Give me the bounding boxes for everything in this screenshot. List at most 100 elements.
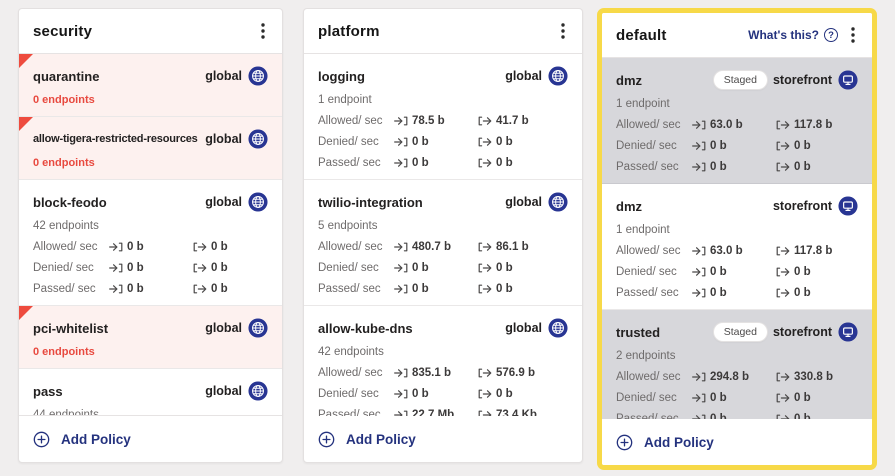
policy-name: pci-whitelist	[33, 320, 109, 336]
policy-card-block-feodo[interactable]: block-feodo global 42 endpoints Allowed/ se…	[19, 180, 282, 306]
kebab-menu-icon	[561, 23, 565, 39]
outbound-arrow-icon	[776, 162, 790, 172]
endpoints-count: 0 endpoints	[33, 157, 95, 169]
inbound-arrow-icon	[394, 284, 408, 294]
stat-label: Allowed/ sec	[318, 241, 383, 253]
tier-column-default: default What's this? ? dmz Staged storefro…	[602, 13, 872, 465]
global-scope-icon	[248, 192, 268, 212]
policy-title-row: pass global	[33, 381, 268, 401]
stat-in-value: 63.0 b	[692, 245, 776, 257]
outbound-arrow-icon	[776, 393, 790, 403]
tier-footer: Add Policy	[304, 416, 582, 462]
policy-card-allow-tigera-restricted-resources[interactable]: allow-tigera-restricted-resources global 0…	[19, 117, 282, 180]
kebab-menu-icon	[261, 23, 265, 39]
scope-label: global	[505, 69, 542, 83]
outbound-arrow-icon	[478, 158, 492, 168]
policy-card-twilio-integration[interactable]: twilio-integration global 5 endpoints Allow…	[304, 180, 582, 306]
outbound-arrow-icon	[776, 141, 790, 151]
policy-card-quarantine[interactable]: quarantine global 0 endpoints	[19, 54, 282, 117]
stat-row: Allowed/ sec 78.5 b 41.7 b	[318, 115, 568, 127]
stat-out-value: 117.8 b	[776, 245, 858, 257]
endpoints-count: 2 endpoints	[616, 350, 676, 362]
staged-badge: Staged	[713, 71, 767, 89]
stat-row: Allowed/ sec 835.1 b 576.9 b	[318, 367, 568, 379]
endpoints-count: 1 endpoint	[318, 94, 372, 106]
outbound-arrow-icon	[478, 410, 492, 416]
global-scope-icon	[548, 66, 568, 86]
stat-out-value: 0 b	[193, 262, 268, 274]
add-policy-button[interactable]: Add Policy	[616, 434, 714, 451]
endpoints-count: 1 endpoint	[616, 224, 670, 236]
policy-name: pass	[33, 383, 63, 399]
stat-in-value: 0 b	[692, 392, 776, 404]
stat-label: Denied/ sec	[318, 388, 379, 400]
policy-card-allow-kube-dns[interactable]: allow-kube-dns global 42 endpoints Allowed/…	[304, 306, 582, 416]
stat-in-value: 78.5 b	[394, 115, 478, 127]
tier-title: platform	[318, 22, 380, 40]
policy-card-trusted[interactable]: trusted Staged storefront 2 endpoints Allowe…	[602, 310, 872, 419]
tier-menu-button[interactable]	[558, 21, 568, 41]
policy-title-row: pci-whitelist global	[33, 318, 268, 338]
stat-in-value: 0 b	[394, 262, 478, 274]
tier-menu-button[interactable]	[848, 25, 858, 45]
outbound-arrow-icon	[776, 246, 790, 256]
stat-label: Allowed/ sec	[616, 245, 681, 257]
scope-label: global	[205, 321, 242, 335]
global-scope-icon	[248, 129, 268, 149]
stat-out-value: 41.7 b	[478, 115, 568, 127]
policy-card-dmz[interactable]: dmz storefront 1 endpoint Allowed/ sec 63.0 …	[602, 184, 872, 310]
stat-in-value: 0 b	[109, 241, 193, 253]
policy-title-row: dmz Staged storefront	[616, 70, 858, 90]
stat-label: Allowed/ sec	[616, 371, 681, 383]
stat-in-value: 0 b	[692, 161, 776, 173]
namespace-scope-icon	[838, 322, 858, 342]
policy-card-dmz[interactable]: dmz Staged storefront 1 endpoint Allowed/ se…	[602, 58, 872, 184]
policy-title-row: dmz storefront	[616, 196, 858, 216]
global-scope-icon	[548, 318, 568, 338]
policy-name: trusted	[616, 324, 661, 340]
whats-this-link[interactable]: What's this? ?	[748, 28, 838, 42]
policy-title-row: allow-tigera-restricted-resources global	[33, 129, 268, 149]
inbound-arrow-icon	[692, 288, 706, 298]
inbound-arrow-icon	[692, 120, 706, 130]
global-scope-icon	[248, 381, 268, 401]
policy-card-pci-whitelist[interactable]: pci-whitelist global 0 endpoints	[19, 306, 282, 369]
stat-out-value: 0 b	[776, 287, 858, 299]
stat-row: Allowed/ sec 63.0 b 117.8 b	[616, 245, 858, 257]
add-policy-button[interactable]: Add Policy	[33, 431, 131, 448]
policy-title-row: twilio-integration global	[318, 192, 568, 212]
staged-badge: Staged	[713, 323, 767, 341]
stat-label: Denied/ sec	[616, 140, 677, 152]
stat-out-value: 0 b	[478, 262, 568, 274]
outbound-arrow-icon	[478, 368, 492, 378]
scope-label: global	[205, 69, 242, 83]
add-icon	[318, 431, 335, 447]
stat-label: Passed/ sec	[318, 283, 381, 295]
global-scope-icon	[248, 318, 268, 338]
add-policy-button[interactable]: Add Policy	[318, 431, 416, 448]
outbound-arrow-icon	[776, 288, 790, 298]
stat-out-value: 0 b	[776, 140, 858, 152]
endpoints-count: 42 endpoints	[318, 346, 384, 358]
inbound-arrow-icon	[394, 389, 408, 399]
stat-label: Denied/ sec	[318, 136, 379, 148]
inbound-arrow-icon	[692, 414, 706, 419]
stat-out-value: 330.8 b	[776, 371, 858, 383]
outbound-arrow-icon	[478, 242, 492, 252]
tier-footer: Add Policy	[19, 416, 282, 462]
policy-name: dmz	[616, 72, 642, 88]
stat-out-value: 0 b	[776, 161, 858, 173]
alert-corner-icon	[19, 54, 33, 68]
add-policy-label: Add Policy	[346, 431, 416, 447]
policy-card-logging[interactable]: logging global 1 endpoint Allowed/ sec 78.5 …	[304, 54, 582, 180]
tier-menu-button[interactable]	[258, 21, 268, 41]
tier-footer: Add Policy	[602, 419, 872, 465]
stat-label: Passed/ sec	[616, 287, 679, 299]
outbound-arrow-icon	[776, 414, 790, 419]
stat-label: Denied/ sec	[616, 266, 677, 278]
namespace-scope-icon	[838, 196, 858, 216]
